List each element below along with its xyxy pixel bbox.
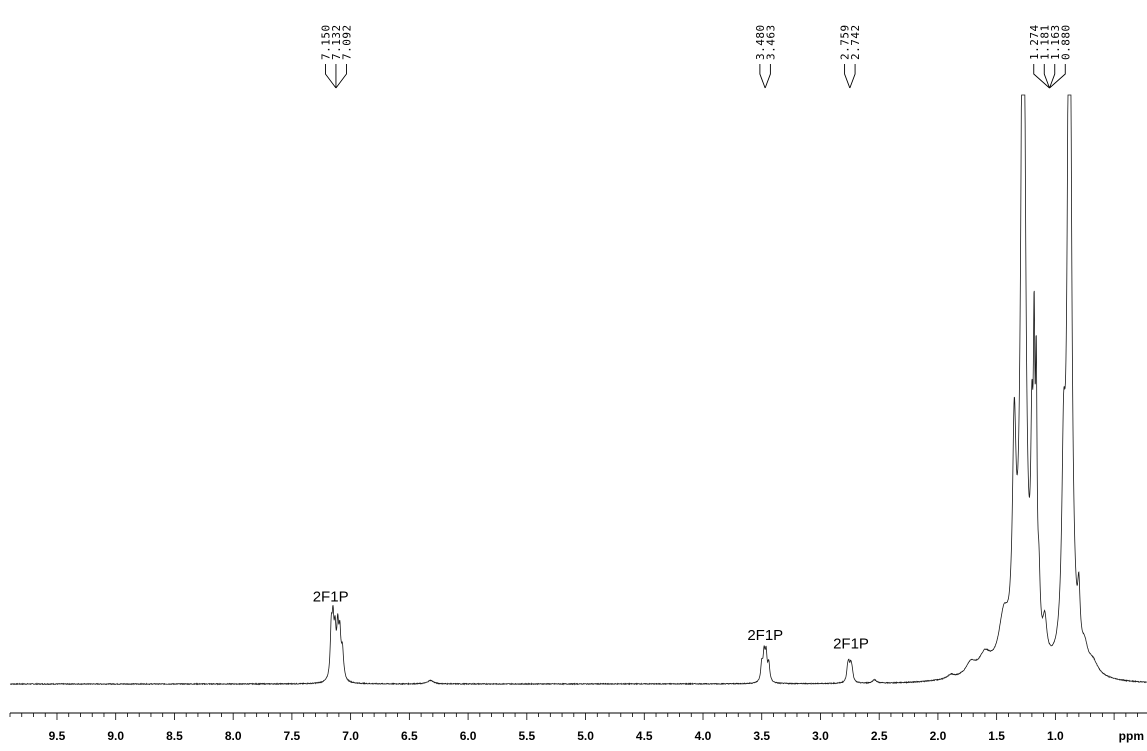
peak-bracket-line <box>764 64 771 89</box>
x-axis-unit: ppm <box>1119 729 1144 743</box>
peak-bracket-line <box>759 64 766 89</box>
peak-bracket-line <box>335 64 347 89</box>
peak-shift-label: 2.742 <box>849 24 862 60</box>
x-tick-label: 4.5 <box>636 729 653 743</box>
peak-shift-label: 7.092 <box>340 24 353 60</box>
x-tick-label: 3.5 <box>753 729 770 743</box>
peak-bracket-line <box>1049 64 1056 89</box>
spectrum-trace <box>9 94 1147 686</box>
x-tick-label: 6.0 <box>460 729 477 743</box>
peak-annotation: 2F1P <box>747 627 783 644</box>
x-tick-label: 1.0 <box>1047 729 1064 743</box>
peak-annotation: 2F1P <box>833 636 869 653</box>
spectrum-layer <box>9 94 1147 686</box>
x-tick-label: 6.5 <box>401 729 418 743</box>
x-tick-label: 9.5 <box>49 729 66 743</box>
x-tick-label: 7.5 <box>284 729 301 743</box>
peak-bracket-line <box>1049 64 1066 89</box>
peak-bracket-line <box>325 64 337 89</box>
x-tick-label: 5.0 <box>577 729 594 743</box>
peak-bracket-line <box>1033 64 1050 89</box>
peak-bracket-line <box>849 64 856 89</box>
x-tick-label: 9.0 <box>107 729 124 743</box>
x-tick-label: 1.5 <box>988 729 1005 743</box>
peak-shift-label: 2.759 <box>839 24 852 60</box>
peak-shift-label: 1.163 <box>1049 24 1062 60</box>
peak-shift-label: 3.480 <box>754 24 767 60</box>
x-tick-label: 5.5 <box>518 729 535 743</box>
x-tick-label: 3.0 <box>812 729 829 743</box>
x-tick-label: 2.5 <box>871 729 888 743</box>
x-tick-label: 2.0 <box>930 729 947 743</box>
peak-bracket-line <box>844 64 851 89</box>
peak-shift-label: 7.150 <box>319 24 332 60</box>
peak-shift-label: 0.880 <box>1059 24 1072 60</box>
peak-shift-label: 7.132 <box>330 24 343 60</box>
x-tick-label: 7.0 <box>342 729 359 743</box>
x-tick-label: 8.5 <box>166 729 183 743</box>
annotation-layer: 2F1P 2F1P 2F1P <box>313 589 869 653</box>
peak-bracket-line <box>1043 64 1050 89</box>
x-axis: 9.5 9.0 8.5 8.0 7.5 7.0 6.5 6.0 5.5 5.0 4.5 4.0 3.5 3… <box>9 712 1147 743</box>
peak-shift-label: 3.463 <box>764 24 777 60</box>
x-tick-label: 8.0 <box>225 729 242 743</box>
peak-shift-label: 1.181 <box>1038 24 1051 60</box>
x-tick-label: 4.0 <box>695 729 712 743</box>
peak-shift-label: 1.274 <box>1028 24 1041 60</box>
peak-annotation: 2F1P <box>313 589 349 606</box>
